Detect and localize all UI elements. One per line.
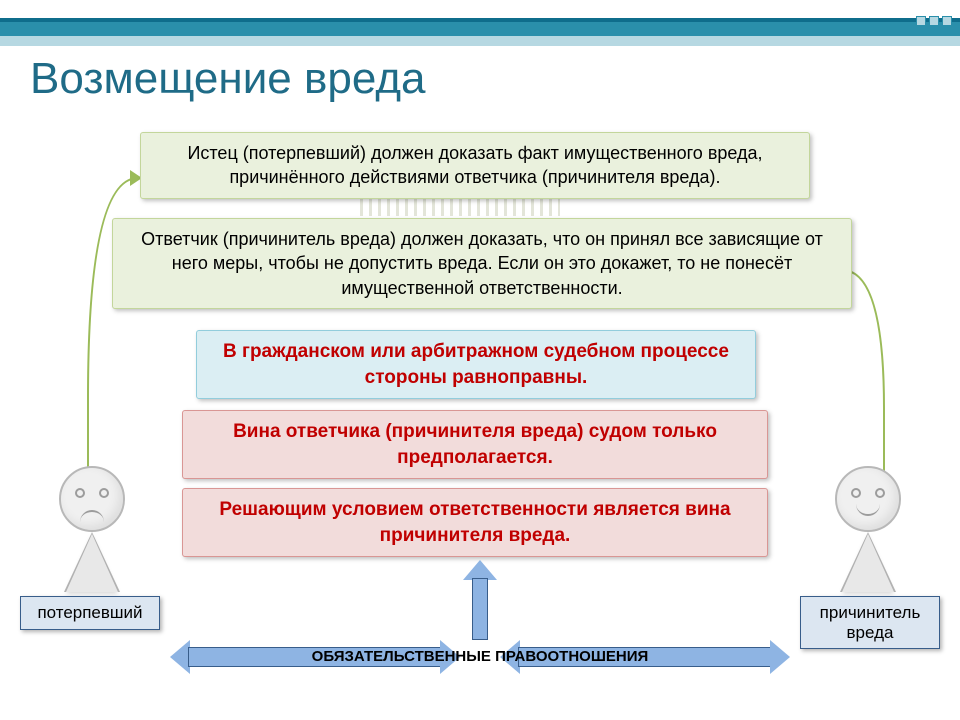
box-plaintiff-claim: Истец (потерпевший) должен доказать факт… [140, 132, 810, 199]
figure-tortfeasor [818, 466, 918, 592]
label-text: потерпевший [37, 603, 142, 622]
arrow-shaft [472, 578, 488, 640]
eye-icon [75, 488, 85, 498]
deco-sq [916, 16, 926, 26]
header-bar-light [0, 36, 960, 46]
arrow-tip [463, 560, 497, 580]
eye-icon [99, 488, 109, 498]
arrow-up [463, 560, 497, 640]
figure-body [842, 534, 894, 592]
box-text: Вина ответчика (причинителя вреда) судом… [199, 419, 751, 470]
label-victim: потерпевший [20, 596, 160, 630]
eye-icon [851, 488, 861, 498]
box-text: Решающим условием ответственности являет… [199, 497, 751, 548]
page-title: Возмещение вреда [30, 54, 425, 104]
box-text: Ответчик (причинитель вреда) должен дока… [129, 227, 835, 300]
header-bar-main [0, 22, 960, 36]
figure-body [66, 534, 118, 592]
deco-sq [942, 16, 952, 26]
deco-sq [929, 16, 939, 26]
arrow-tip [770, 640, 790, 674]
label-tortfeasor: причинитель вреда [800, 596, 940, 649]
arrow-tip [170, 640, 190, 674]
connector-right [840, 248, 920, 498]
box-equal-parties: В гражданском или арбитражном судебном п… [196, 330, 756, 399]
mouth-happy-icon [856, 504, 880, 516]
header-deco-squares [916, 16, 952, 26]
eye-icon [875, 488, 885, 498]
box-defendant-defense: Ответчик (причинитель вреда) должен дока… [112, 218, 852, 309]
figure-victim [42, 466, 142, 592]
box-text: Истец (потерпевший) должен доказать факт… [157, 141, 793, 190]
connector-left [52, 158, 140, 498]
box-decisive-condition: Решающим условием ответственности являет… [182, 488, 768, 557]
figure-head [835, 466, 901, 532]
label-text: причинитель вреда [820, 603, 921, 642]
mouth-sad-icon [80, 510, 104, 522]
figure-head [59, 466, 125, 532]
box-text: В гражданском или арбитражном судебном п… [213, 339, 739, 390]
label-obligational-relations: ОБЯЗАТЕЛЬСТВЕННЫЕ ПРАВООТНОШЕНИЯ [280, 648, 680, 665]
box-guilt-presumed: Вина ответчика (причинителя вреда) судом… [182, 410, 768, 479]
